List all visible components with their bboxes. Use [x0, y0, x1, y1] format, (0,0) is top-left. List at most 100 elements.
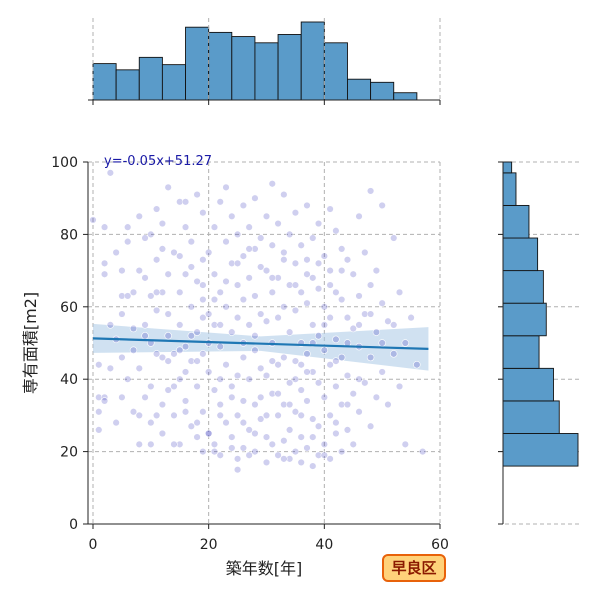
- scatter-point: [262, 458, 271, 467]
- scatter-point: [158, 245, 167, 253]
- scatter-point: [245, 375, 253, 383]
- scatter-point: [291, 259, 300, 268]
- scatter-point: [274, 451, 282, 459]
- scatter-point: [233, 230, 242, 239]
- scatter-point: [332, 227, 340, 235]
- scatter-point: [118, 292, 126, 300]
- scatter-point: [129, 288, 138, 297]
- scatter-point: [326, 411, 334, 420]
- scatter-point: [95, 426, 103, 434]
- regression-line: [92, 337, 429, 351]
- scatter-point: [135, 440, 143, 449]
- scatter-plot-area: 0 20 40 60 0 20 40 60 80 100: [51, 155, 449, 553]
- scatter-point: [361, 379, 369, 387]
- scatter-point: [303, 397, 311, 405]
- gridlines: [88, 161, 441, 524]
- scatter-point: [280, 400, 288, 409]
- scatter-point: [355, 212, 363, 221]
- scatter-point: [326, 455, 334, 463]
- scatter-point: [349, 270, 357, 278]
- scatter-point: [170, 350, 178, 358]
- scatter-point: [285, 455, 294, 463]
- scatter-point: [366, 353, 375, 362]
- scatter-point: [355, 321, 363, 329]
- scatter-point: [152, 411, 161, 420]
- scatter-point: [239, 295, 248, 304]
- y-hist-bar: [502, 400, 560, 434]
- scatter-point: [152, 306, 161, 315]
- scatter-point: [187, 332, 196, 340]
- scatter-point: [291, 306, 300, 315]
- scatter-point: [280, 455, 288, 463]
- scatter-point: [199, 313, 207, 322]
- scatter-point: [332, 429, 340, 438]
- scatter-point: [147, 418, 155, 427]
- scatter-point: [118, 353, 126, 362]
- scatter-point: [239, 397, 248, 405]
- scatter-point: [147, 292, 155, 300]
- scatter-point: [303, 270, 311, 278]
- scatter-point: [303, 201, 311, 210]
- scatter-point: [135, 364, 143, 373]
- scatter-point: [268, 357, 276, 365]
- scatter-point: [337, 447, 346, 456]
- scatter-point: [309, 274, 317, 282]
- scatter-point: [251, 429, 259, 438]
- regression-line-layer: [92, 337, 429, 351]
- scatter-point: [216, 198, 224, 206]
- axes: 0 20 40 60 0 20 40 60 80 100: [51, 155, 449, 553]
- scatter-point: [181, 397, 190, 405]
- scatter-point: [158, 400, 167, 409]
- scatter-point: [395, 288, 404, 297]
- scatter-point: [280, 190, 288, 199]
- scatter-point: [309, 433, 317, 441]
- scatter-point: [89, 216, 97, 224]
- scatter-point: [164, 310, 172, 318]
- scatter-point: [193, 277, 201, 286]
- scatter-point: [239, 353, 248, 362]
- scatter-point: [372, 266, 381, 275]
- scatter-point: [199, 295, 207, 304]
- scatter-point: [297, 241, 305, 249]
- scatter-point: [390, 321, 398, 329]
- scatter-point: [141, 234, 149, 242]
- scatter-point: [181, 198, 190, 206]
- scatter-point: [181, 408, 190, 416]
- scatter-point: [332, 418, 340, 427]
- scatter-point: [118, 393, 126, 401]
- scatter-point: [257, 263, 265, 271]
- scatter-point: [204, 248, 213, 257]
- scatter-point: [407, 313, 415, 322]
- scatter-point: [123, 375, 132, 383]
- scatter-point: [314, 219, 323, 228]
- scatter-point: [401, 440, 409, 449]
- scatter-point: [343, 371, 352, 380]
- scatter-point: [285, 400, 294, 409]
- y-hist-bar: [502, 161, 513, 174]
- scatter-point: [332, 357, 340, 365]
- scatter-point: [268, 274, 276, 282]
- x-hist-bar: [254, 42, 279, 101]
- scatter-point: [118, 266, 126, 275]
- scatter-point: [291, 208, 300, 217]
- x-tick-label: 20: [200, 537, 218, 553]
- scatter-point: [187, 303, 196, 311]
- scatter-point: [158, 219, 167, 228]
- x-tick-label: 0: [89, 537, 98, 553]
- scatter-point: [314, 285, 323, 293]
- scatter-point: [326, 281, 334, 289]
- x-hist-bar: [138, 56, 163, 101]
- scatter-point: [326, 205, 334, 213]
- scatter-point: [222, 361, 230, 369]
- ward-badge-label: 早良区: [391, 559, 436, 577]
- scatter-point: [314, 259, 323, 268]
- scatter-point: [129, 346, 138, 354]
- scatter-point: [152, 205, 161, 213]
- scatter-point: [141, 274, 149, 282]
- scatter-point: [176, 375, 184, 383]
- scatter-point: [152, 350, 161, 358]
- x-hist-bar: [277, 34, 302, 101]
- scatter-point: [326, 361, 334, 369]
- y-hist-bar: [502, 335, 540, 369]
- y-hist-bar: [502, 237, 539, 272]
